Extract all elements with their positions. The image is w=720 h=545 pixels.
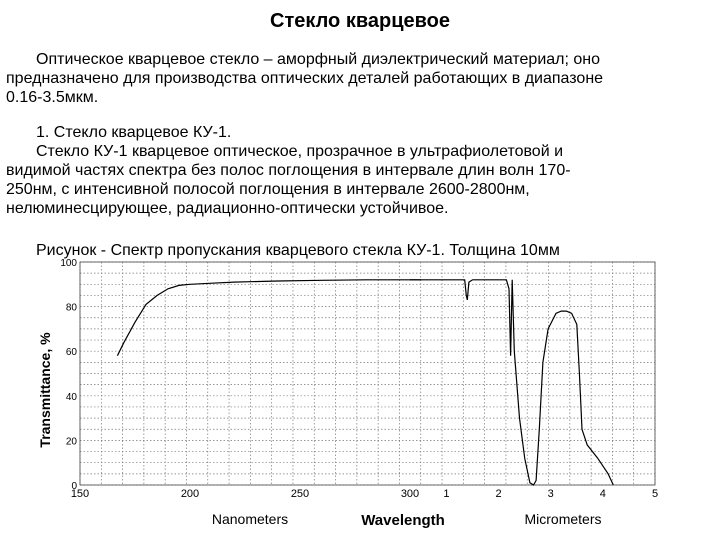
- ku1-line-5: нелюминесцирующее, радиационно-оптически…: [6, 200, 449, 217]
- intro-paragraph: Оптическое кварцевое стекло – аморфный д…: [6, 50, 706, 107]
- x-tick-label-um: 4: [600, 488, 606, 500]
- y-tick-label: 0: [71, 481, 77, 492]
- intro-line-1: Оптическое кварцевое стекло – аморфный д…: [36, 51, 601, 68]
- page-title: Стекло кварцевое: [270, 10, 450, 32]
- series-line-micrometers: [410, 279, 614, 486]
- x-tick-label-nm: 250: [291, 488, 309, 500]
- ku1-line-2: Стекло КУ-1 кварцевое оптическое, прозра…: [36, 143, 564, 160]
- y-tick-label: 20: [66, 436, 78, 447]
- chart-svg: 0 20 40 60 80 100 150 200 250 300 1 2 3 4 5 Transmitta…: [37, 258, 658, 529]
- intro-line-2: предназначено для производства оптически…: [6, 70, 604, 87]
- chart-ticks: 0 20 40 60 80 100 150 200 250 300 1 2 3 4 5: [60, 258, 658, 500]
- figure-caption: Рисунок - Спектр пропускания кварцевого …: [36, 242, 560, 259]
- x-axis-label-micrometers: Micrometers: [524, 511, 601, 527]
- x-tick-label-nm: 200: [181, 488, 199, 500]
- chart-curves: [116, 279, 614, 486]
- intro-line-3: 0.16-3.5мкм.: [6, 89, 99, 106]
- y-tick-label: 40: [66, 392, 78, 403]
- y-tick-label: 80: [66, 303, 78, 314]
- y-tick-label: 100: [60, 258, 77, 269]
- x-tick-label-um: 3: [548, 488, 554, 500]
- x-axis-label: Wavelength: [361, 512, 445, 529]
- x-tick-label-nm: 300: [401, 488, 419, 500]
- ku1-heading: 1. Стекло кварцевое КУ-1.: [36, 124, 232, 141]
- ku1-paragraph: 1. Стекло кварцевое КУ-1. Стекло КУ-1 кв…: [6, 123, 706, 218]
- x-axis-label-nanometers: Nanometers: [212, 511, 288, 527]
- series-line-nanometers: [116, 279, 421, 356]
- ku1-line-3: видимой частях спектра без полос поглоще…: [6, 162, 571, 179]
- x-tick-label-um: 1: [443, 488, 449, 500]
- chart-grid: [79, 261, 656, 486]
- ku1-line-4: 250нм, с интенсивной полосой поглощения …: [6, 181, 530, 198]
- x-tick-label-um: 2: [496, 488, 502, 500]
- y-tick-label: 60: [66, 347, 78, 358]
- transmittance-chart: 0 20 40 60 80 100 150 200 250 300 1 2 3 4 5 Transmitta…: [0, 250, 720, 540]
- y-axis-label: Transmittance, %: [37, 332, 53, 448]
- x-tick-label-nm: 150: [71, 488, 89, 500]
- x-tick-label-um: 5: [652, 488, 658, 500]
- plot-frame: [79, 261, 656, 486]
